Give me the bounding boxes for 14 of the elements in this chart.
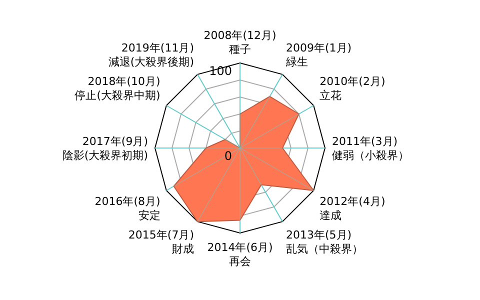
spoke-label: 2009年(1月) 緑生 xyxy=(285,41,352,68)
y-tick-label: 0 xyxy=(224,149,232,163)
spoke-label: 2015年(7月) 財成 xyxy=(128,228,194,256)
spoke-label: 2017年(9月) 陰影(大殺界初期) xyxy=(62,135,148,162)
spoke-label: 2013年(5月) 乱気（中殺界） xyxy=(286,228,363,256)
y-tick-label: 100 xyxy=(209,64,232,78)
spoke-label: 2016年(8月) 安定 xyxy=(94,195,160,222)
spoke-label: 2018年(10月) 停止(大殺界中期) xyxy=(74,75,160,102)
spoke-label: 2012年(4月) 達成 xyxy=(320,195,386,222)
spoke-label: 2019年(11月) 減退(大殺界後期) xyxy=(108,41,194,68)
spoke-label: 2010年(2月) 立花 xyxy=(320,75,386,102)
spoke-label: 2011年(3月) 健弱（小殺界） xyxy=(332,135,409,162)
spoke-label: 2014年(6月) 再会 xyxy=(207,241,273,268)
spoke-label: 2008年(12月) 種子 xyxy=(204,29,276,56)
